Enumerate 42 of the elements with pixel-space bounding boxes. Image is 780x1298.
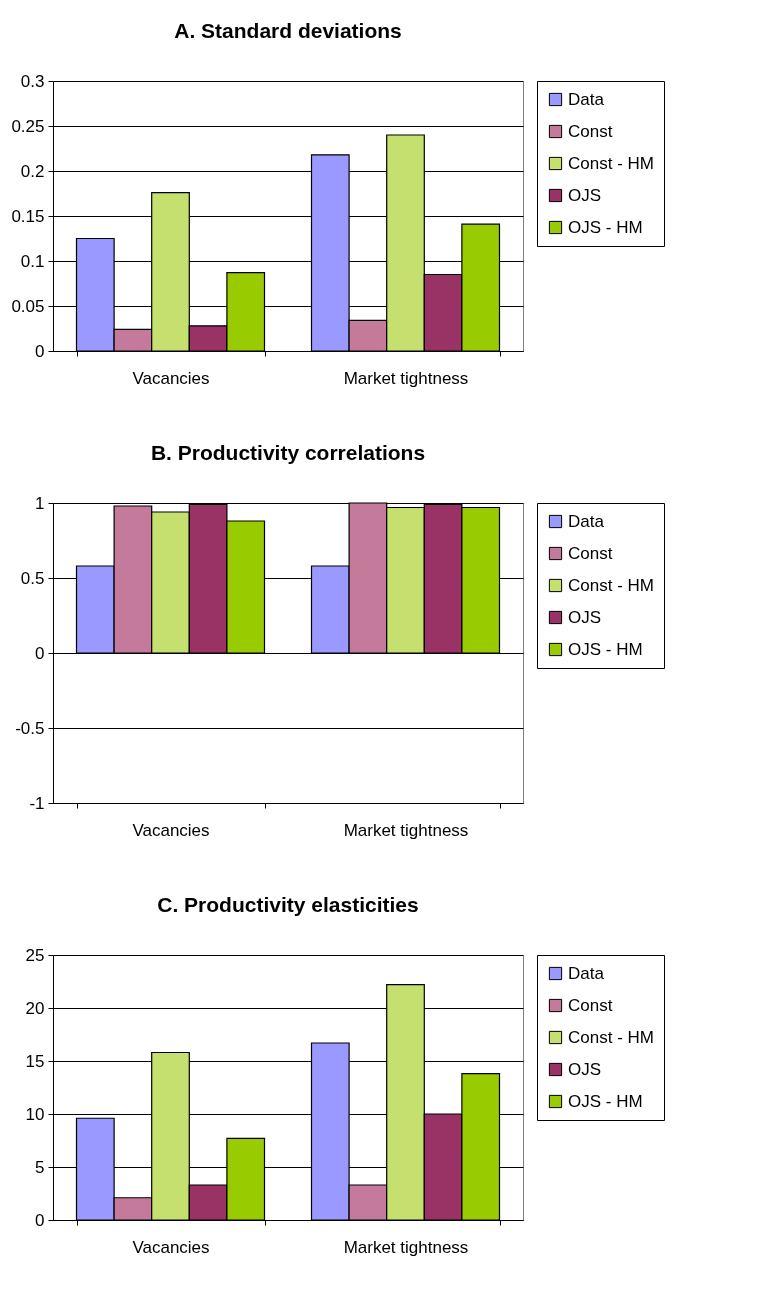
x-tick-label: Market tightness [343,1237,469,1257]
y-tick-label: 1 [35,493,45,513]
legend-label: OJS - HM [568,639,643,659]
y-tick-label: 0.2 [20,161,45,181]
y-tick-label: 0.15 [11,206,45,226]
y-tick-label: 5 [35,1157,45,1177]
y-tick-label: 25 [25,945,45,965]
y-tick-label: 0.5 [20,568,45,588]
y-tick-label: -0.5 [15,718,45,738]
y-tick-label: 20 [25,998,45,1018]
legend-label: OJS [568,185,602,205]
legend-label: Const [568,995,613,1015]
y-tick-label: 0.25 [11,116,45,136]
y-tick-label: 10 [25,1104,45,1124]
y-tick-label: 0.3 [20,71,45,91]
legend-label: Data [568,89,605,109]
legend-label: Const [568,543,613,563]
legend-label: Const - HM [568,1027,654,1047]
legend-label: Data [568,511,605,531]
chart-title: C. Productivity elasticities [157,893,419,916]
chart-title: B. Productivity correlations [150,441,426,464]
x-tick-label: Market tightness [343,368,469,388]
y-tick-label: 0 [35,1210,45,1230]
y-tick-label: 0.05 [11,296,45,316]
legend-label: OJS - HM [568,1091,643,1111]
legend-label: Const [568,121,613,141]
x-tick-label: Vacancies [132,368,210,388]
legend-label: Data [568,963,605,983]
legend-label: Const - HM [568,153,654,173]
x-tick-label: Vacancies [132,820,210,840]
legend-label: Const - HM [568,575,654,595]
legend-label: OJS - HM [568,217,643,237]
chart-title: A. Standard deviations [174,19,402,42]
y-tick-label: 0.1 [20,251,45,271]
y-tick-label: -1 [29,793,45,813]
x-tick-label: Vacancies [132,1237,210,1257]
y-tick-label: 15 [25,1051,45,1071]
legend-label: OJS [568,607,602,627]
y-tick-label: 0 [35,643,45,663]
legend-label: OJS [568,1059,602,1079]
y-tick-label: 0 [35,341,45,361]
x-tick-label: Market tightness [343,820,469,840]
